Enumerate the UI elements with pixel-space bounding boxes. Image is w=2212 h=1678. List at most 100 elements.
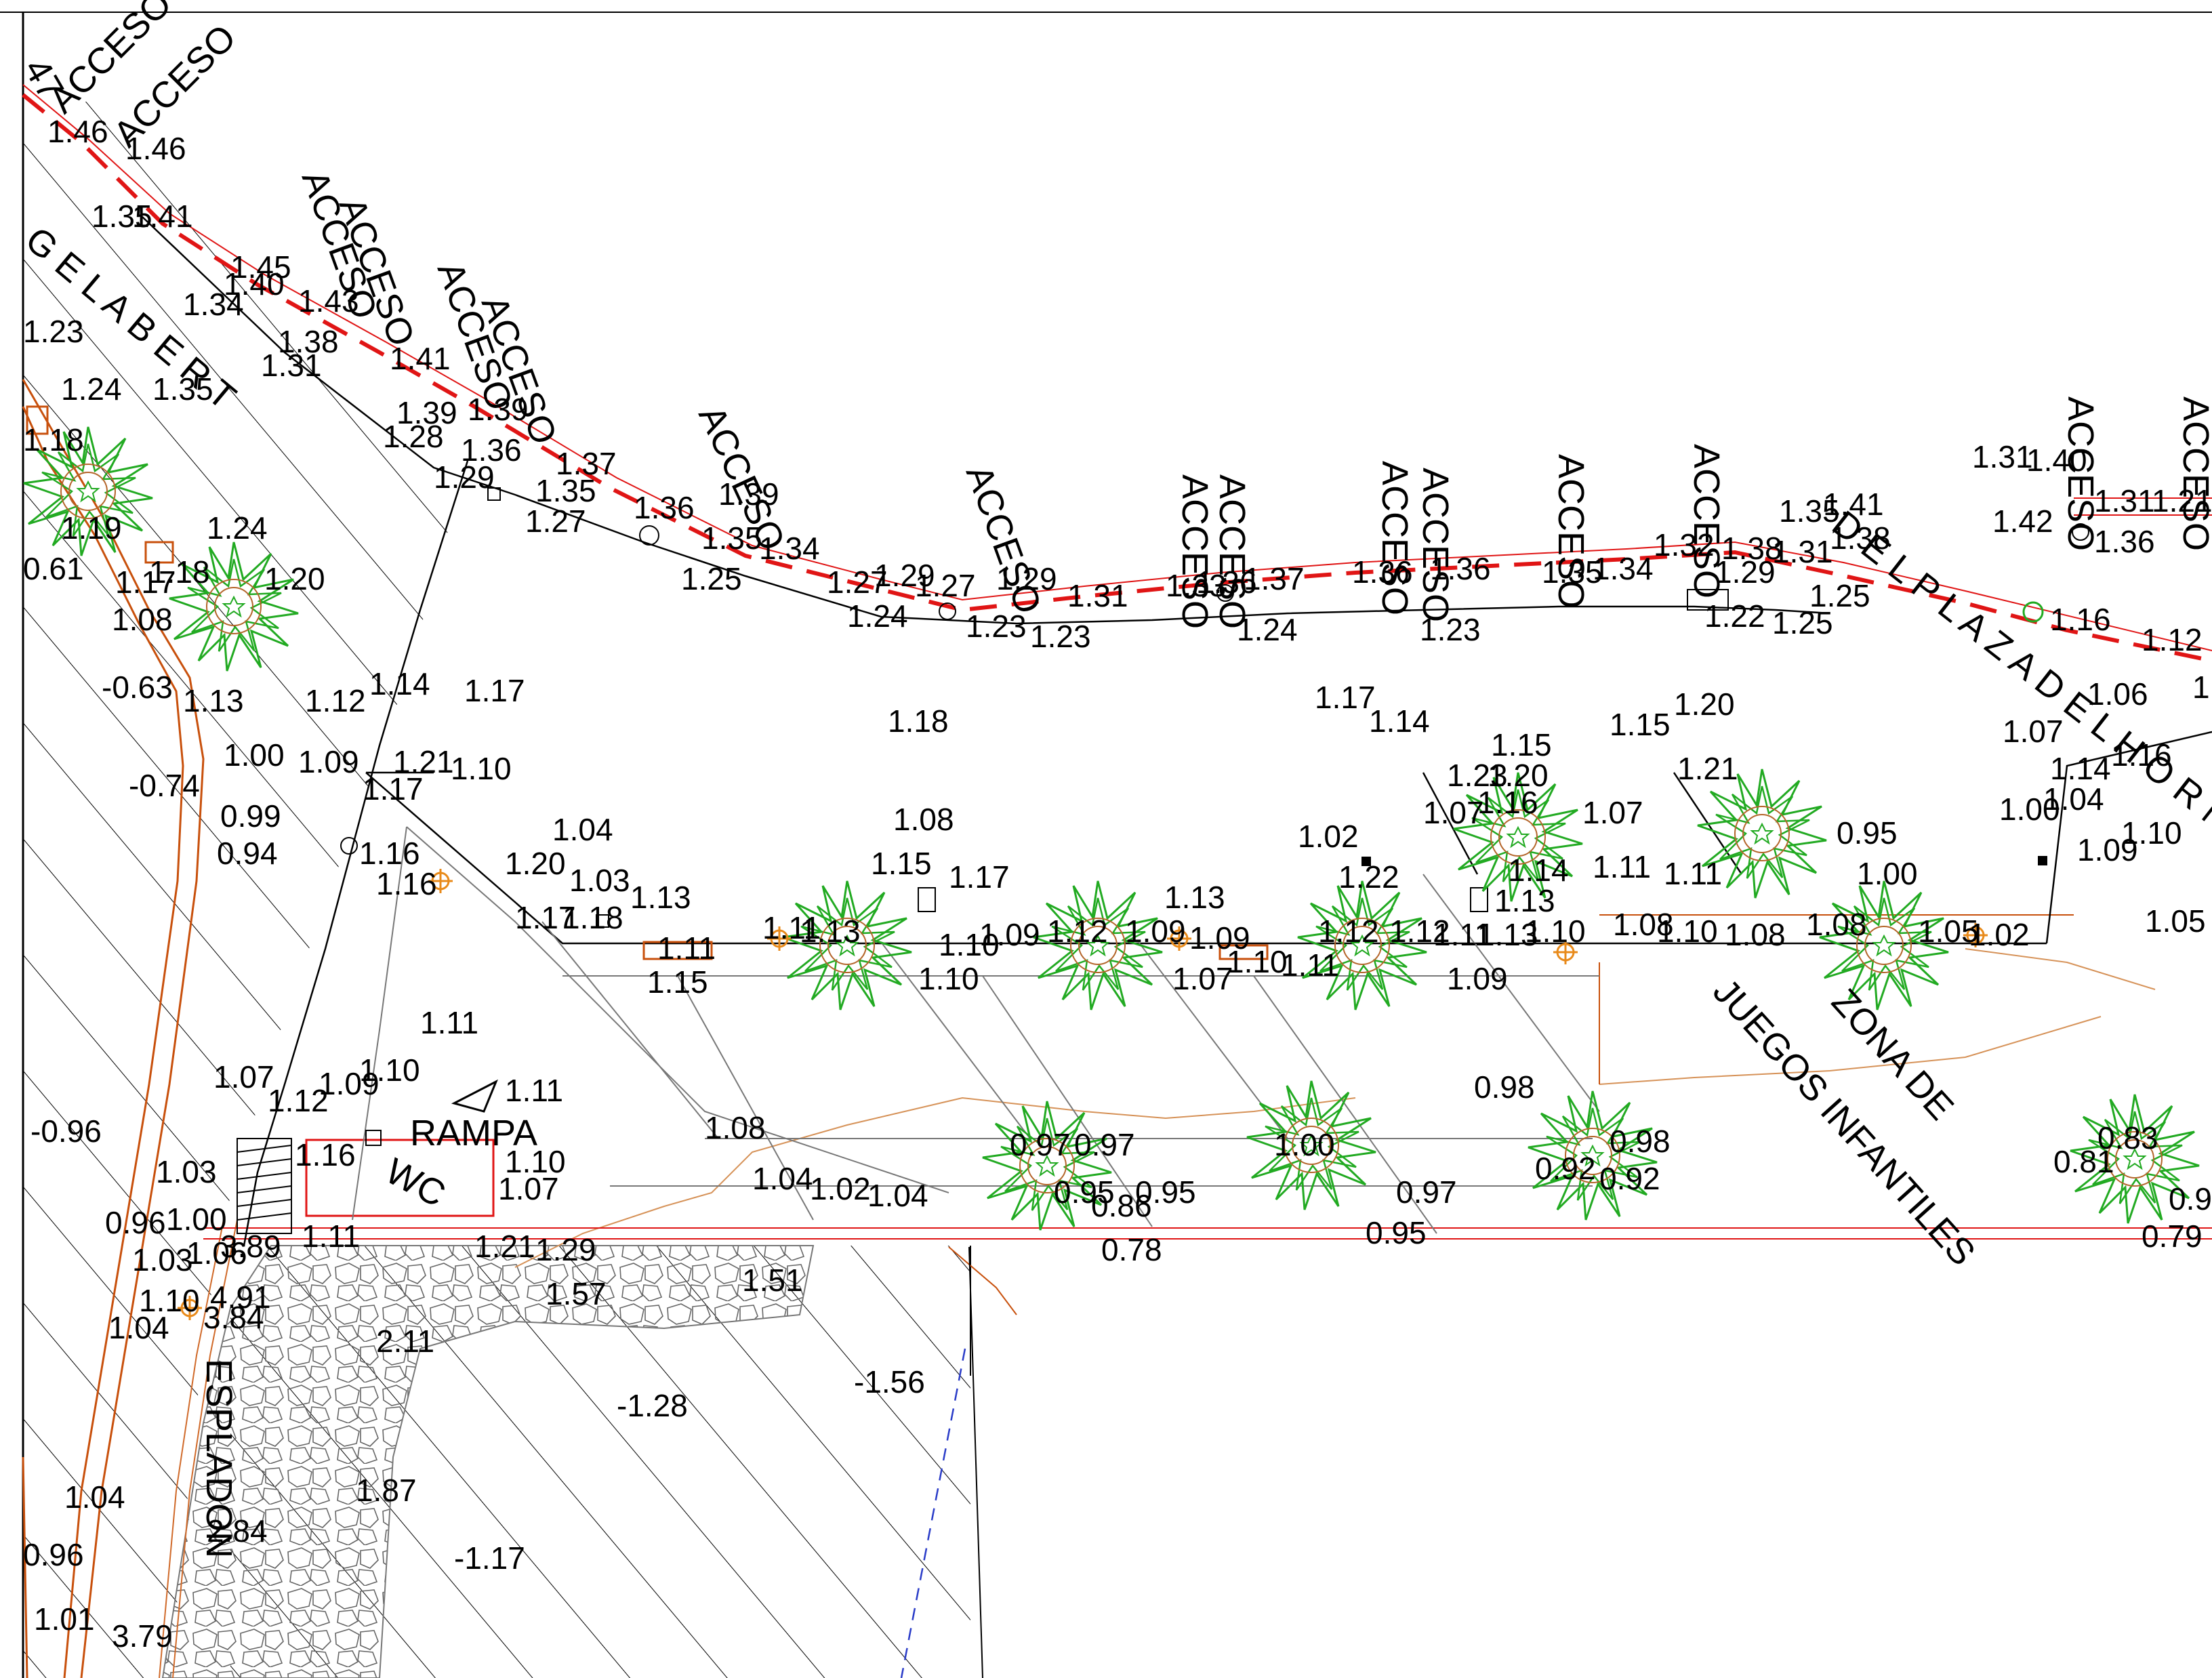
elevation: 1.17 xyxy=(515,900,576,935)
property-lines xyxy=(22,84,2212,1240)
elevation: 1.14 xyxy=(1508,853,1569,888)
elevation: 1.40 xyxy=(2026,443,2087,478)
elevation: 1.11 xyxy=(420,1005,478,1040)
elevation: 1.07 xyxy=(1172,961,1233,996)
elevation: 1.12 xyxy=(1389,914,1450,949)
elevation: 1.09 xyxy=(319,1066,380,1101)
elevation: 4.91 xyxy=(210,1280,271,1315)
elevation: 1.31 xyxy=(1067,578,1128,613)
elevation: 1.20 xyxy=(1674,687,1735,722)
elevation: 1.38 xyxy=(1721,531,1782,566)
elevation: 1.25 xyxy=(1809,578,1870,613)
elevation: 2.84 xyxy=(207,1513,268,1549)
elevation: 0.92 xyxy=(1535,1151,1596,1186)
elevation: 1.12 xyxy=(2142,622,2203,657)
elevation: 1.25 xyxy=(681,561,742,596)
elevation: 1.16 xyxy=(376,866,437,901)
elevation: 1.07 xyxy=(213,1059,274,1094)
elevation: 0.83 xyxy=(2097,1120,2158,1155)
ramp-arrow xyxy=(451,1079,498,1113)
elevation: 1.00 xyxy=(1999,792,2060,827)
elevation: 1.10 xyxy=(359,1052,420,1088)
elevation: 1.07 xyxy=(1582,795,1643,830)
elevation: 1.51 xyxy=(742,1263,803,1298)
elevation: 1.11 xyxy=(762,910,821,945)
elevation: 1.22 xyxy=(1338,859,1399,895)
elevation: 1.11 xyxy=(1281,947,1339,983)
elevation: 1.21 xyxy=(1677,751,1738,786)
elevation: 1.19 xyxy=(61,510,122,546)
elevation: 1.39 xyxy=(396,395,457,430)
elevation: 1.35 xyxy=(1779,493,1840,529)
elevation: 1.00 xyxy=(166,1202,227,1237)
elevation: 1.10 xyxy=(1227,944,1288,979)
elevation: 1.23 xyxy=(966,609,1027,644)
elevation: 0.81 xyxy=(2053,1144,2114,1179)
elevation: 0.97 xyxy=(1010,1127,1071,1162)
elevation: 1.04 xyxy=(64,1479,125,1515)
elevation: 1.11 xyxy=(302,1219,360,1254)
elevation: 1.09 xyxy=(298,744,359,779)
elevation: 1.06 xyxy=(186,1235,247,1271)
acceso-label: ACCESO xyxy=(1212,474,1252,629)
elevation: 1.08 xyxy=(112,602,173,637)
elevation: -0.96 xyxy=(30,1113,102,1149)
elevation: 1.20 xyxy=(264,561,325,596)
elevation: 1.36 xyxy=(461,432,522,468)
elevation: 1.27 xyxy=(525,504,586,539)
stairs xyxy=(237,1138,292,1234)
elevation: 1.17 xyxy=(949,859,1010,895)
elevation: 1.35 xyxy=(1542,554,1603,590)
elevation: 1.27 xyxy=(827,565,888,600)
elevation: 1.20 xyxy=(1488,758,1549,793)
elevation: 1.15 xyxy=(871,846,932,881)
elevation: 0.95 xyxy=(1054,1174,1115,1210)
elevation: 1.07 xyxy=(2003,714,2064,749)
elevation: 1.36 xyxy=(1430,551,1491,586)
elevation: 1.32 xyxy=(1654,527,1715,562)
elevation: 1.04 xyxy=(2043,781,2104,817)
elevation: 1.46 xyxy=(47,114,108,149)
elevation: 1.10 xyxy=(918,961,979,996)
elevation: 0.95 xyxy=(1366,1215,1427,1250)
elevation: 1.29 xyxy=(874,558,935,593)
elevation: 1.57 xyxy=(546,1276,607,1311)
elevation: 1.29 xyxy=(1715,554,1776,590)
elevation: 3.89 xyxy=(220,1229,281,1264)
elevation: 1.10 xyxy=(1657,914,1718,949)
elevation: 1.24 xyxy=(207,510,268,546)
elevation: 1.05 xyxy=(1918,914,1979,949)
elevation: 1.11 xyxy=(657,930,716,966)
elevation: 1.13 xyxy=(800,914,861,949)
elevation: 1.04 xyxy=(108,1310,169,1345)
elevation: 1.16 xyxy=(1477,785,1538,820)
elevation: 1.15 xyxy=(647,964,708,1000)
elevation: 1.02 xyxy=(1969,917,2030,952)
elevation: 1.00 xyxy=(1274,1127,1335,1162)
elevation: 1.09 xyxy=(1189,920,1250,956)
elevation: 1.23 xyxy=(1030,619,1091,654)
elevation: 1.11 xyxy=(505,1073,563,1108)
elevation: 1.17 xyxy=(115,565,176,600)
elevation: 1.12 xyxy=(1047,914,1108,949)
elevation: 1.36 xyxy=(634,490,695,525)
elevation: 1.09 xyxy=(979,917,1040,952)
elevation: 1.45 xyxy=(230,249,291,285)
elevation: 3.84 xyxy=(203,1300,264,1335)
elevation: 1.39 xyxy=(718,476,779,512)
elevation: 1.12 xyxy=(1318,914,1379,949)
elevation: 1.13 xyxy=(183,683,244,718)
elevation: 1.16 xyxy=(2111,737,2172,773)
elevation: 1.16 xyxy=(359,836,420,871)
rampa-label: RAMPA xyxy=(410,1113,537,1153)
elevation: 1.41 xyxy=(132,199,193,234)
blue-dashed-line xyxy=(900,1348,966,1678)
elevation: 1.38 xyxy=(278,324,339,359)
acceso-label: ACCESO xyxy=(1686,444,1727,598)
elevation: 0.98 xyxy=(1610,1124,1671,1159)
elevation: 1.14 xyxy=(2050,751,2111,786)
boundary-dashed-line xyxy=(22,93,2212,663)
elevation: 1.08 xyxy=(705,1110,766,1145)
elevation: -1.56 xyxy=(854,1364,925,1399)
elevation: 1.08 xyxy=(2192,670,2212,705)
